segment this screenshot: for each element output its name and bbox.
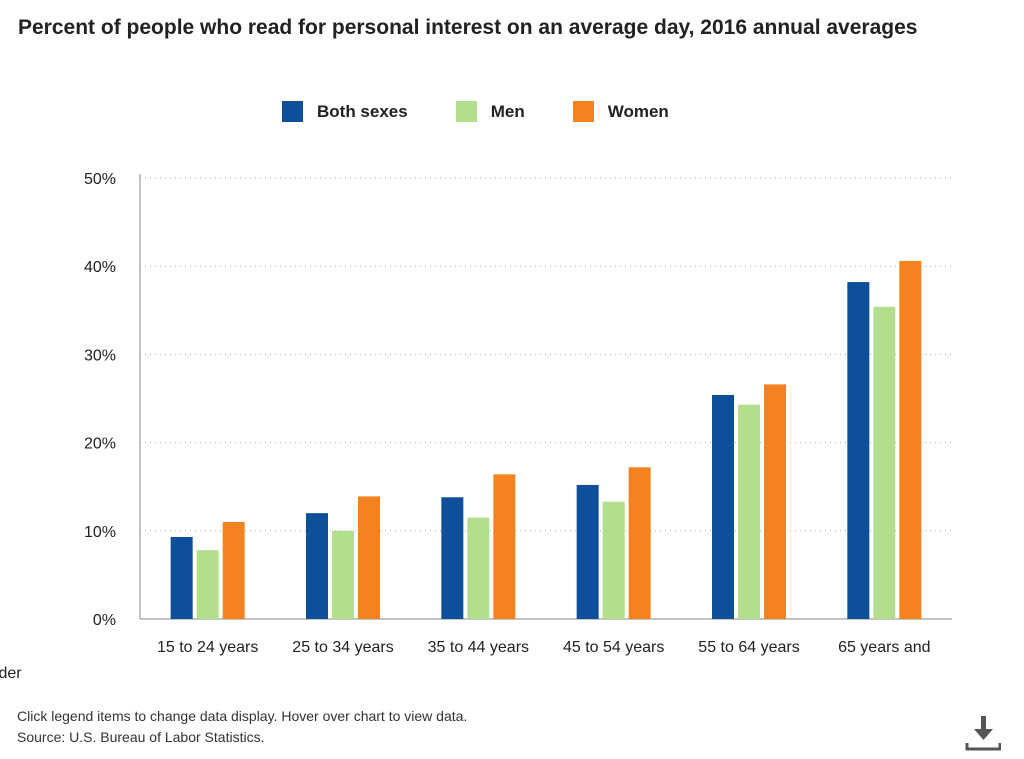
y-tick-label: 40% — [84, 259, 116, 276]
legend-swatch — [455, 101, 477, 122]
y-tick-label: 10% — [84, 524, 116, 541]
x-tick-label: 45 to 54 years — [563, 639, 664, 656]
bar[interactable] — [899, 260, 922, 619]
bar-chart[interactable]: 0% 10% 20% 30% 40% 50% 15 to 24 years 25 to 34 … — [0, 0, 1024, 700]
legend-label: Both sexes — [317, 101, 408, 121]
x-tick-label: 25 to 34 years — [292, 639, 393, 656]
bar[interactable] — [493, 474, 516, 619]
y-tick-label: 50% — [84, 171, 116, 188]
bar[interactable] — [847, 282, 870, 619]
y-tick-label: 30% — [84, 347, 116, 364]
bar[interactable] — [170, 536, 193, 619]
download-icon[interactable] — [965, 716, 1002, 752]
legend-label: Women — [607, 101, 669, 121]
bar[interactable] — [332, 530, 354, 619]
legend-swatch — [572, 101, 594, 122]
bar[interactable] — [764, 384, 786, 619]
bar[interactable] — [222, 521, 245, 619]
x-tick-label: 15 to 24 years — [157, 639, 258, 656]
bar[interactable] — [712, 394, 734, 619]
y-tick-label: 0% — [93, 612, 116, 629]
bar[interactable] — [576, 484, 599, 619]
x-tick-label: 35 to 44 years — [428, 639, 529, 656]
legend-label: Men — [490, 101, 525, 121]
note-instructions: Click legend items to change data displa… — [17, 708, 468, 724]
bar[interactable] — [628, 467, 651, 619]
legend: Both sexes Men Women — [282, 101, 717, 122]
legend-swatch — [282, 101, 303, 122]
y-tick-label: 20% — [84, 436, 116, 453]
bar[interactable] — [467, 517, 490, 619]
bar[interactable] — [738, 404, 760, 619]
note-source: Source: U.S. Bureau of Labor Statistics. — [17, 729, 265, 745]
chart-title: Percent of people who read for personal … — [18, 16, 918, 39]
legend-item-women[interactable]: Women — [572, 101, 669, 122]
bar[interactable] — [196, 550, 219, 619]
chart-notes: Click legend items to change data displa… — [17, 706, 467, 748]
bar[interactable] — [358, 496, 380, 619]
bar[interactable] — [306, 513, 328, 619]
legend-item-both-sexes[interactable]: Both sexes — [282, 101, 408, 122]
bar[interactable] — [873, 306, 896, 619]
bar[interactable] — [441, 497, 464, 619]
bar[interactable] — [602, 501, 625, 619]
x-tick-label: 65 years andolder — [0, 639, 931, 682]
legend-item-men[interactable]: Men — [455, 101, 525, 122]
x-tick-label: 55 to 64 years — [698, 639, 799, 656]
